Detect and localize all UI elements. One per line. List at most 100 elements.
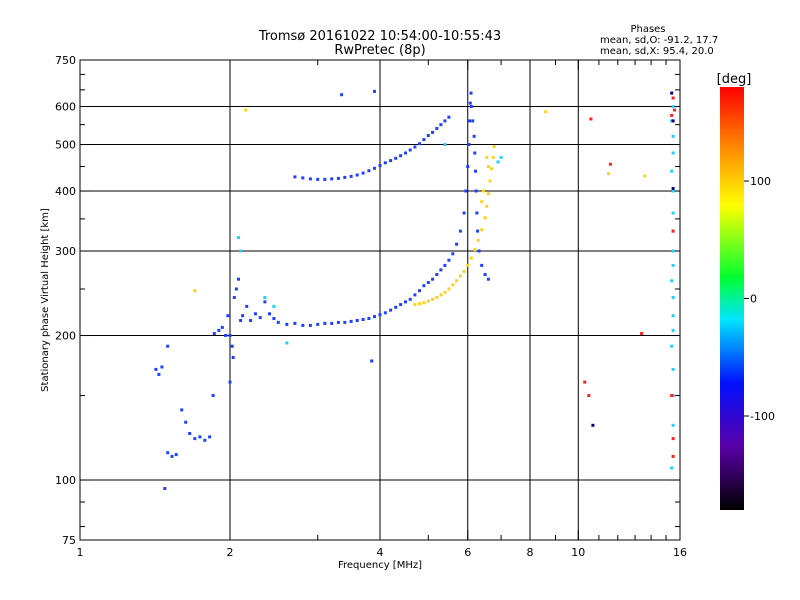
data-point	[671, 119, 675, 123]
data-point	[473, 151, 477, 155]
phase-colorbar	[720, 87, 744, 510]
data-point	[488, 179, 492, 183]
data-point	[475, 211, 479, 215]
data-point	[184, 420, 188, 424]
data-point	[455, 279, 459, 283]
data-point	[239, 319, 243, 322]
data-point	[301, 323, 305, 327]
data-point	[486, 165, 490, 168]
data-point	[413, 145, 417, 149]
data-point	[451, 283, 455, 287]
data-point	[217, 328, 221, 332]
data-point	[476, 229, 480, 233]
data-point	[228, 334, 232, 337]
data-point	[468, 119, 471, 123]
data-point	[166, 451, 170, 455]
x-tick-label: 6	[464, 546, 471, 559]
data-point	[439, 293, 443, 297]
data-point	[308, 177, 312, 181]
y-tick-label: 75	[62, 534, 76, 547]
data-point	[268, 312, 271, 316]
data-point	[587, 394, 591, 397]
y-tick-label: 100	[55, 474, 76, 487]
data-point	[293, 321, 297, 325]
colorbar-ticks: 100 0 -100	[744, 175, 775, 423]
data-point	[394, 156, 398, 160]
data-point	[431, 297, 435, 301]
y-tick-label: 750	[55, 54, 76, 67]
data-point	[349, 174, 353, 178]
data-point	[474, 189, 478, 193]
data-point	[389, 159, 393, 163]
data-point	[671, 249, 675, 253]
data-point	[670, 113, 674, 117]
y-tick-label: 200	[55, 330, 76, 343]
data-point	[234, 287, 238, 291]
data-point	[431, 130, 435, 134]
data-point	[231, 356, 235, 359]
data-point	[336, 176, 340, 180]
data-point	[455, 242, 459, 246]
data-point	[163, 487, 167, 490]
data-point	[272, 317, 276, 320]
data-point	[499, 155, 503, 159]
data-point	[426, 134, 430, 137]
data-point	[469, 105, 473, 108]
x-tick-label: 10	[571, 546, 585, 559]
colorbar-unit: [deg]	[717, 72, 752, 87]
data-point	[232, 296, 236, 299]
chart-subtitle: RwPretec (8p)	[334, 43, 425, 58]
data-point	[349, 319, 353, 323]
y-axis-label: Stationary phase Virtual Height [km]	[40, 208, 51, 392]
data-point	[166, 344, 170, 348]
data-point	[378, 164, 382, 168]
data-point	[486, 192, 490, 196]
x-tick-label: 1	[77, 546, 84, 559]
data-point	[389, 308, 393, 312]
data-point	[422, 301, 426, 305]
data-point	[355, 173, 359, 177]
data-point	[447, 258, 451, 262]
data-point	[230, 344, 234, 348]
data-point	[383, 161, 387, 165]
data-point	[263, 300, 267, 304]
data-point	[439, 268, 443, 272]
data-point	[370, 359, 374, 363]
data-point	[228, 380, 232, 384]
data-point	[485, 204, 489, 208]
data-point	[443, 119, 447, 123]
data-point	[671, 328, 675, 332]
data-point	[404, 151, 407, 155]
data-point	[426, 281, 430, 284]
data-point	[671, 263, 675, 267]
data-point	[245, 304, 249, 308]
data-point	[343, 175, 347, 179]
data-point	[361, 171, 365, 175]
data-point	[671, 423, 675, 427]
colorbar-tick-label: -100	[750, 410, 775, 423]
data-point	[285, 322, 289, 326]
data-point	[490, 167, 494, 171]
data-point	[408, 297, 412, 301]
data-point	[241, 314, 245, 318]
data-point	[408, 148, 412, 152]
data-point	[435, 296, 439, 299]
data-point	[670, 466, 674, 470]
data-point	[671, 229, 675, 233]
data-point	[404, 300, 407, 304]
data-point	[671, 437, 675, 441]
data-point	[367, 169, 371, 173]
data-point	[244, 108, 248, 112]
data-point	[399, 154, 403, 158]
data-point	[367, 317, 371, 320]
data-point	[435, 273, 439, 276]
data-point	[673, 108, 676, 112]
colorbar-tick-label: 0	[750, 293, 757, 306]
y-tick-label: 500	[55, 139, 76, 152]
y-tick-label: 300	[55, 245, 76, 258]
data-point	[272, 304, 276, 308]
data-point	[413, 293, 417, 297]
data-point	[160, 365, 164, 369]
data-point	[422, 284, 426, 288]
